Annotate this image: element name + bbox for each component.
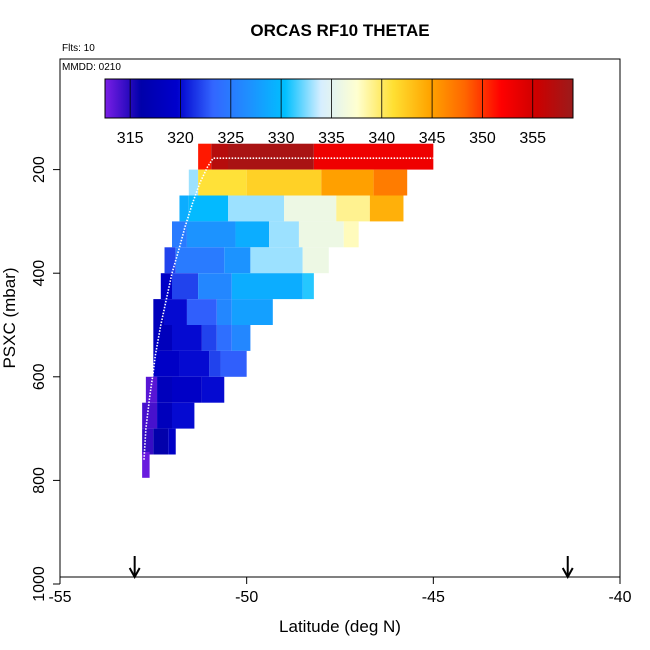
heatmap-cell: [224, 247, 251, 274]
heatmap-cell: [302, 273, 314, 300]
heatmap-cell: [269, 221, 299, 248]
heatmap-cell: [228, 195, 284, 222]
y-axis: 200 400 600 800 1000: [31, 156, 61, 602]
y-axis-label: PSXC (mbar): [0, 267, 19, 368]
y-tick-label: 600: [31, 363, 48, 390]
colorbar-tick-label: 345: [419, 130, 446, 147]
heatmap-cell: [198, 143, 212, 170]
flight-track: [143, 157, 434, 460]
y-tick-label: 400: [31, 260, 48, 287]
heatmap-cell: [246, 169, 322, 196]
x-axis-label: Latitude (deg N): [279, 617, 401, 636]
heatmap-cell: [201, 376, 225, 403]
x-tick-label: -55: [48, 589, 71, 606]
x-tick-label: -45: [422, 589, 445, 606]
heatmap-cell: [216, 299, 232, 325]
heatmap-cell: [153, 325, 172, 351]
heatmap-cell: [186, 299, 217, 325]
date-annotation: MMDD: 0210: [62, 62, 121, 73]
heatmap-cell: [373, 169, 408, 196]
colorbar-tick-label: 320: [167, 130, 194, 147]
colorbar-ticks: 315 320 325 330 335 340 345 350 355: [117, 79, 546, 147]
heatmap-cell: [153, 350, 180, 377]
y-tick-label: 1000: [31, 566, 48, 602]
chart-title: ORCAS RF10 THETAE: [250, 21, 429, 40]
heatmap-cell: [172, 325, 202, 351]
heatmap-cell: [198, 169, 247, 196]
y-tick-label: 800: [31, 467, 48, 494]
x-axis: -55 -50 -45 -40: [48, 576, 632, 606]
heatmap-cell: [164, 247, 176, 274]
heatmap-cell: [172, 221, 187, 248]
heatmap-cell: [250, 247, 303, 274]
heatmap-cell: [164, 299, 187, 325]
heatmap-cell: [175, 247, 225, 274]
colorbar-tick-label: 335: [318, 130, 345, 147]
y-tick-label: 200: [31, 156, 48, 183]
heatmap-cell: [298, 221, 344, 248]
x-tick-label: -40: [608, 589, 631, 606]
x-tick-label: -50: [235, 589, 258, 606]
flight-track-line: [143, 157, 434, 460]
colorbar-tick-label: 315: [117, 130, 144, 147]
heatmap-cell: [157, 402, 172, 429]
heatmap-cell: [160, 273, 172, 300]
heatmap-cell: [142, 428, 154, 455]
heatmap-cell: [209, 350, 221, 377]
heatmap-cell: [172, 402, 195, 429]
colorbar-tick-label: 330: [268, 130, 295, 147]
heatmap-cell: [142, 402, 158, 429]
flights-annotation: Flts: 10: [62, 43, 95, 54]
heatmap-cell: [231, 299, 273, 325]
colorbar-tick-label: 355: [519, 130, 546, 147]
heatmap-cell: [172, 376, 202, 403]
colorbar-tick-label: 350: [469, 130, 496, 147]
heatmap-cell: [201, 325, 217, 351]
latitude-arrow-head: [561, 567, 574, 580]
heatmap-cell: [188, 169, 199, 196]
heatmap-cell: [336, 195, 370, 222]
heatmap-cell: [216, 325, 232, 351]
latitude-arrow-head: [128, 567, 141, 580]
heatmap-cell: [168, 428, 176, 455]
heatmap-cell: [343, 221, 359, 248]
colorbar-gradient: [104, 78, 574, 119]
heatmap-cell: [153, 428, 169, 455]
heatmap-cell: [369, 195, 404, 222]
heatmap-cell: [198, 273, 232, 300]
heatmap-cell: [302, 247, 329, 274]
heatmap-cell: [179, 195, 189, 222]
heatmap-cell: [188, 195, 228, 222]
heatmap-cell: [142, 451, 150, 478]
heatmap-cell: [231, 325, 251, 351]
heatmap-cell: [321, 169, 374, 196]
heatmap-cell: [284, 195, 337, 222]
heatmap-cell: [231, 273, 303, 300]
colorbar-tick-label: 340: [368, 130, 395, 147]
heatmap-cells: [142, 143, 434, 478]
heatmap-cell: [235, 221, 270, 248]
heatmap-cell: [153, 299, 165, 325]
heatmap-cell: [228, 143, 314, 170]
colorbar: 315 320 325 330 335 340 345 350 355: [104, 78, 574, 147]
colorbar-tick-label: 325: [217, 130, 244, 147]
heatmap-cell: [220, 350, 247, 377]
heatmap-cell: [157, 376, 172, 403]
heatmap-cell: [172, 273, 199, 300]
latitude-arrows: [128, 556, 574, 580]
heatmap-cell: [186, 221, 236, 248]
heatmap-cell: [211, 143, 228, 170]
heatmap-cell: [179, 350, 210, 377]
heatmap-cell: [313, 143, 434, 170]
